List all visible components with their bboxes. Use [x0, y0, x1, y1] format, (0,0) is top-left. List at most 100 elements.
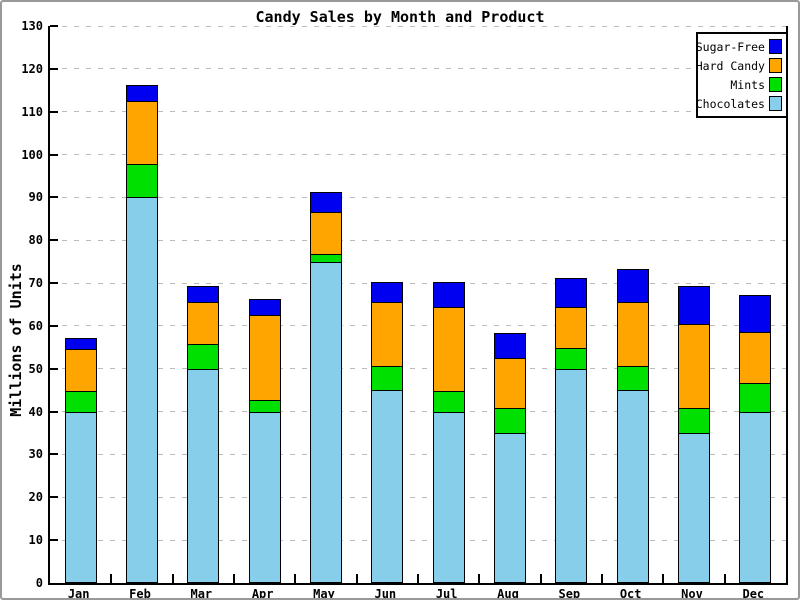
bar-segment-mints	[126, 164, 158, 199]
x-axis-tick	[233, 574, 235, 583]
y-tick-label: 80	[28, 233, 43, 248]
bar-apr	[248, 298, 281, 583]
bar-segment-sugar-free	[310, 191, 342, 214]
bar-segment-mints	[616, 365, 649, 392]
bar-segment-chocolates	[126, 197, 158, 583]
y-axis-tick	[50, 110, 58, 113]
y-tick-label: 130	[21, 19, 43, 33]
legend-item-hard-candy: Hard Candy	[696, 56, 782, 75]
y-tick-label: 20	[28, 490, 43, 505]
y-axis-tick	[50, 196, 58, 199]
legend-swatch-chocolates	[769, 96, 782, 111]
legend-label: Chocolates	[695, 96, 765, 111]
bar-segment-hard-candy	[739, 332, 772, 384]
y-tick-label: 120	[21, 61, 43, 76]
bar-dec	[739, 294, 772, 583]
x-axis-tick	[662, 574, 665, 583]
bar-segment-mints	[739, 382, 772, 413]
bar-segment-sugar-free	[739, 294, 772, 334]
bar-segment-hard-candy	[494, 357, 526, 410]
y-tick-label: 10	[28, 533, 43, 548]
bar-segment-hard-candy	[310, 212, 342, 256]
gridline	[50, 239, 786, 241]
x-tick-label-oct: Oct	[619, 587, 642, 600]
y-tick-label: 40	[28, 404, 43, 419]
bar-segment-sugar-free	[555, 277, 588, 308]
y-axis-tick	[50, 25, 58, 27]
legend-swatch-hard-candy	[769, 58, 782, 73]
bar-segment-chocolates	[616, 390, 649, 583]
bar-aug	[494, 333, 526, 583]
y-axis-tick	[50, 367, 58, 370]
x-tick-label-mar: Mar	[190, 587, 213, 600]
y-axis-tick	[50, 539, 58, 542]
bar-segment-hard-candy	[126, 100, 158, 166]
y-axis-tick	[50, 153, 58, 156]
x-tick-label-dec: Dec	[742, 587, 765, 600]
gridline	[50, 325, 786, 327]
gridline	[50, 368, 786, 370]
bar-sep	[555, 277, 588, 583]
bar-segment-hard-candy	[64, 349, 97, 393]
bar-segment-chocolates	[248, 411, 281, 583]
x-axis-tick	[539, 574, 542, 583]
y-tick-label: 70	[28, 276, 43, 291]
gridline	[50, 154, 786, 156]
x-tick-label-may: May	[313, 587, 335, 600]
x-tick-label-feb: Feb	[129, 587, 151, 600]
bar-oct	[616, 268, 649, 583]
gridline	[50, 111, 786, 113]
bar-segment-sugar-free	[371, 281, 404, 304]
bar-segment-hard-candy	[432, 306, 465, 393]
x-axis-tick	[171, 574, 174, 583]
x-axis-tick	[723, 574, 726, 583]
bar-segment-hard-candy	[616, 302, 649, 367]
bar-segment-chocolates	[371, 390, 404, 583]
gridline	[50, 496, 786, 498]
y-axis-tick	[50, 239, 58, 242]
bar-segment-chocolates	[494, 433, 526, 583]
bar-nov	[678, 286, 710, 583]
bar-segment-sugar-free	[494, 333, 526, 359]
bar-segment-mints	[678, 408, 710, 435]
bar-segment-hard-candy	[187, 302, 220, 346]
gridline	[50, 68, 786, 70]
bar-feb	[126, 84, 158, 583]
bar-segment-chocolates	[187, 368, 220, 583]
x-tick-label-aug: Aug	[497, 587, 519, 600]
bar-may	[310, 191, 342, 583]
bar-segment-hard-candy	[555, 306, 588, 350]
gridline	[50, 539, 786, 541]
legend-item-mints: Mints	[702, 75, 782, 94]
bar-jul	[432, 281, 465, 583]
bar-segment-mints	[555, 348, 588, 370]
legend-label: Mints	[730, 77, 765, 92]
legend-item-chocolates: Chocolates	[696, 94, 782, 113]
x-axis-tick	[355, 574, 358, 583]
bar-segment-mints	[371, 365, 404, 392]
bar-segment-sugar-free	[126, 84, 158, 102]
bar-segment-mints	[432, 391, 465, 413]
y-axis-tick	[50, 324, 58, 327]
legend-label: Sugar-Free	[695, 39, 765, 54]
bar-mar	[187, 286, 220, 583]
y-tick-label: 30	[28, 447, 43, 462]
legend: Sugar-Free Hard Candy Mints Chocolates	[696, 32, 788, 118]
bar-segment-sugar-free	[187, 286, 220, 304]
x-tick-label-jul: Jul	[435, 587, 458, 600]
bar-segment-mints	[187, 344, 220, 370]
bar-segment-chocolates	[432, 411, 465, 583]
bar-segment-hard-candy	[371, 302, 404, 367]
bar-segment-mints	[64, 391, 97, 413]
bar-segment-mints	[494, 408, 526, 435]
bar-segment-sugar-free	[678, 286, 710, 325]
bar-segment-hard-candy	[248, 315, 281, 401]
plot-area	[48, 25, 788, 585]
x-axis-tick	[110, 574, 113, 583]
bar-segment-hard-candy	[678, 323, 710, 410]
y-axis-tick	[50, 410, 58, 413]
x-axis-tick	[478, 574, 481, 583]
y-axis-tick	[50, 496, 58, 499]
bar-segment-chocolates	[739, 411, 772, 583]
